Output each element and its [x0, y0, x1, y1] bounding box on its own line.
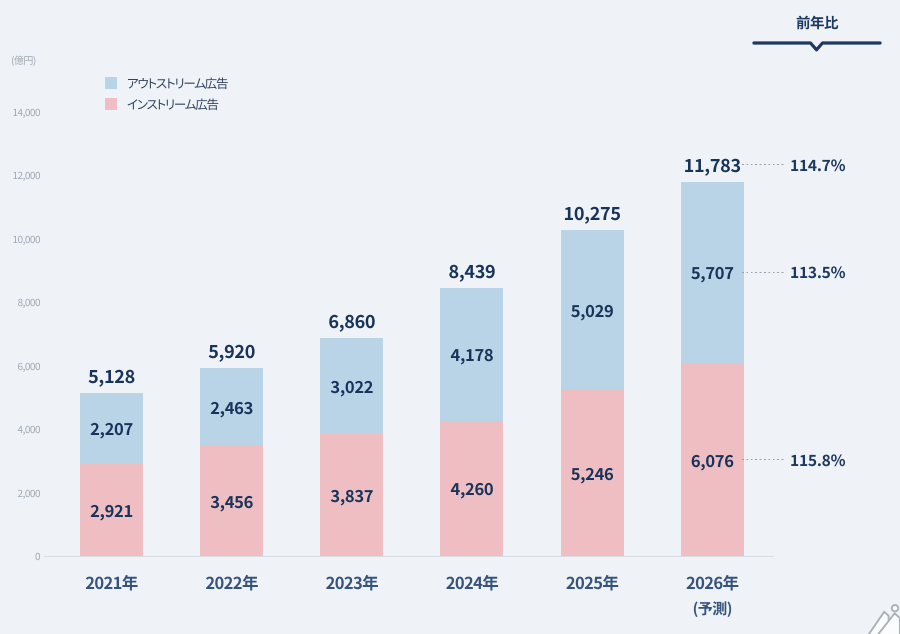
bar-value-label-instream: 2,921 [90, 497, 133, 522]
bar-total-label: 6,860 [328, 308, 376, 335]
x-axis-category-label: 2021年 [85, 570, 138, 594]
bar-value-label-outstream: 3,022 [330, 374, 374, 399]
x-axis-category-label: 2024年 [445, 570, 499, 594]
y-axis-unit-label: (億円) [11, 52, 36, 67]
x-axis-category-label: 2023年 [325, 570, 379, 594]
bar-value-label-outstream: 2,207 [90, 416, 133, 441]
y-axis-tick-label: 0 [34, 548, 41, 563]
bar-value-label-instream: 5,246 [570, 460, 614, 485]
bar-total-label: 8,439 [448, 258, 496, 285]
bar-segment-instream: 6,076 [680, 363, 744, 556]
x-axis-category-label: 2025年 [565, 570, 619, 594]
bar-value-label-outstream: 5,707 [690, 260, 734, 285]
legend-label: アウトストリーム広告 [127, 73, 228, 92]
x-axis-category-label: 2022年 [205, 570, 258, 594]
y-axis-tick-label: 14,000 [12, 103, 40, 119]
yoy-percent-label: 115.8% [790, 448, 846, 471]
bar-segment-outstream: 5,707 [680, 181, 744, 364]
bar-total-label: 11,783 [683, 151, 741, 178]
bar-segment-instream: 3,456 [200, 446, 264, 556]
bar-value-label-outstream: 2,463 [210, 395, 254, 420]
y-axis-tick-label: 4,000 [17, 421, 41, 436]
bar-value-label-instream: 4,260 [450, 476, 494, 501]
dotted-leader-line [742, 271, 784, 274]
y-axis-tick-label: 6,000 [17, 357, 41, 373]
bar-segment-outstream: 4,178 [440, 288, 504, 421]
media-innovation-logo-icon [867, 604, 900, 634]
legend-label: インストリーム広告 [127, 93, 219, 113]
x-axis-category-label: 2026年 [686, 570, 739, 594]
yoy-percent-label: 113.5% [790, 261, 846, 284]
bar-segment-outstream: 5,029 [560, 229, 624, 390]
bar-segment-outstream: 3,022 [320, 338, 384, 435]
bar-segment-instream: 5,246 [560, 389, 624, 556]
bar-value-label-outstream: 4,178 [450, 342, 494, 367]
bar-total-label: 10,275 [563, 199, 621, 226]
x-axis-line [44, 556, 774, 557]
bar-segment-outstream: 2,207 [80, 393, 143, 464]
bar-total-label: 5,920 [208, 338, 256, 365]
dotted-leader-line [742, 458, 784, 461]
bar-segment-instream: 4,260 [440, 420, 504, 556]
bar-segment-outstream: 2,463 [200, 368, 264, 447]
y-axis-tick-label: 2,000 [17, 484, 41, 500]
legend-swatch [105, 77, 117, 89]
bar-value-label-outstream: 5,029 [570, 297, 614, 322]
yoy-percent-label: 114.7% [790, 153, 846, 176]
bar-total-label: 5,128 [88, 363, 135, 390]
legend-swatch [105, 97, 117, 110]
bar-segment-instream: 3,837 [320, 434, 384, 556]
bar-value-label-instream: 3,456 [210, 489, 254, 514]
y-axis-tick-label: 10,000 [12, 230, 40, 246]
x-axis-category-sublabel: (予測) [692, 598, 733, 619]
bar-value-label-instream: 6,076 [690, 447, 734, 472]
bar-value-label-instream: 3,837 [330, 483, 374, 508]
y-axis-tick-label: 8,000 [17, 294, 41, 309]
bar-segment-instream: 2,921 [80, 463, 143, 556]
yoy-header-label: 前年比 [796, 12, 839, 33]
dotted-leader-line [742, 164, 784, 166]
yoy-bracket-line [752, 41, 882, 52]
y-axis-tick-label: 12,000 [12, 167, 40, 182]
